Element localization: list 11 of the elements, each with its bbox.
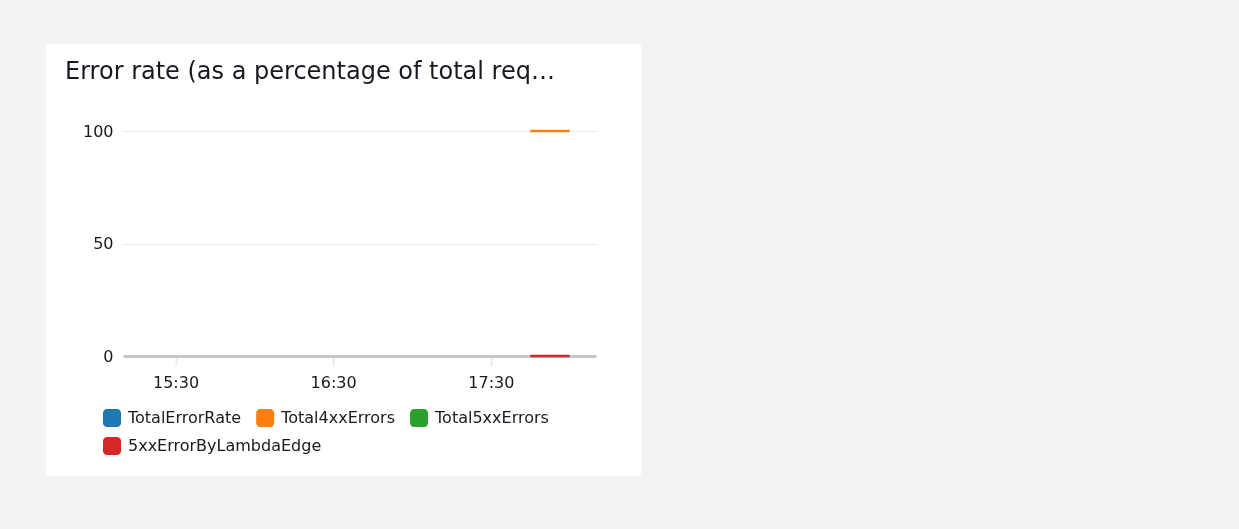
legend-label: 5xxErrorByLambdaEdge [128, 436, 322, 455]
y-tick-label: 50 [93, 234, 114, 253]
chart-title: Error rate (as a percentage of total req… [65, 57, 555, 85]
y-tick-label: 100 [82, 121, 114, 141]
legend-label: Total5xxErrors [434, 408, 549, 427]
legend-label: TotalErrorRate [127, 408, 242, 427]
x-tick-label: 15:30 [152, 372, 200, 392]
x-tick-label: 17:30 [468, 372, 515, 392]
y-tick-label: 0 [103, 346, 114, 366]
legend-label: Total4xxErrors [280, 408, 395, 427]
x-tick-label: 16:30 [310, 372, 357, 392]
